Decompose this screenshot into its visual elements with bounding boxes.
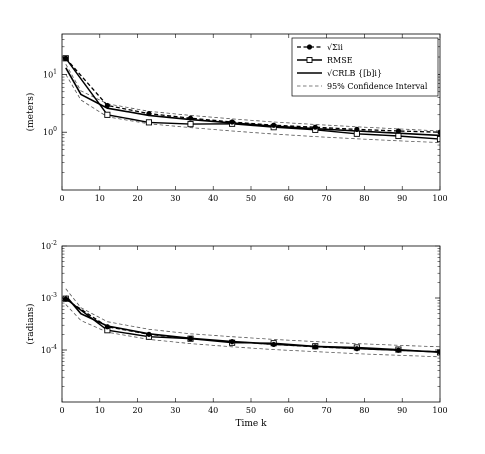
x-tick-label: 20 (133, 406, 143, 415)
x-tick-label: 90 (397, 406, 407, 415)
x-tick-label: 80 (359, 194, 369, 203)
data-point-circle (187, 336, 194, 342)
x-tick-label: 70 (322, 194, 332, 203)
data-point-circle (354, 346, 360, 352)
data-point-circle (312, 344, 318, 350)
x-tick-label: 50 (246, 406, 256, 415)
axes-frame (61, 245, 441, 403)
legend-marker-circle (306, 44, 313, 50)
series-line-5 (65, 74, 440, 143)
y-tick-label: 10-3 (41, 292, 57, 303)
x-axis-label: Time k (235, 419, 267, 429)
y-axis-label: (radians) (25, 303, 36, 344)
x-tick-label: 90 (397, 194, 407, 203)
data-point-circle (146, 110, 152, 117)
data-point-circle (395, 128, 402, 134)
data-point-square (145, 119, 152, 126)
data-layer (62, 55, 440, 143)
data-point-square (104, 111, 111, 118)
data-point-circle (395, 347, 402, 353)
data-point-circle (271, 341, 277, 348)
data-point-circle (104, 102, 110, 109)
legend-label-2: RMSE (327, 56, 353, 65)
series-line-1 (65, 298, 440, 353)
data-layer (62, 288, 440, 358)
legend: √Σii RMSE √CRLB {[b]i} 95% Confidence Inter… (291, 37, 439, 97)
y-tick-label: 10-4 (41, 344, 57, 355)
data-point-circle (229, 119, 235, 125)
data-point-circle (312, 124, 318, 130)
y-tick-label: 100 (43, 126, 57, 137)
x-tick-label: 20 (133, 194, 143, 203)
series-line-1 (65, 57, 440, 133)
y-axis-label: (meters) (25, 93, 36, 132)
x-tick-label: 30 (170, 194, 180, 203)
x-tick-label: 40 (208, 194, 218, 203)
panel-2: 10-4 10-3 10-2 0 10 20 30 40 50 60 70 80 90 100 (radia… (25, 240, 448, 429)
axes-frame (61, 33, 441, 191)
data-point-circle (187, 115, 194, 121)
data-point-circle (104, 324, 110, 330)
x-tick-label: 50 (246, 194, 256, 203)
x-tick-label: 0 (59, 194, 64, 203)
series-line-4 (65, 288, 440, 348)
data-point-circle (271, 122, 277, 128)
legend-label-1: √Σii (327, 43, 343, 52)
data-point-circle (437, 129, 440, 135)
data-point-circle (63, 296, 69, 302)
x-tick-label: 70 (322, 406, 332, 415)
series-line-5 (65, 304, 440, 358)
data-point-circle (354, 126, 360, 132)
data-point-circle (146, 331, 152, 337)
x-tick-label: 30 (170, 406, 180, 415)
x-tick-label: 40 (208, 406, 218, 415)
data-point-circle (229, 339, 235, 345)
legend-label-3: √CRLB {[b]i} (327, 69, 382, 78)
y-tick-label: 10-2 (41, 240, 57, 251)
y-tick-label: 101 (43, 68, 57, 79)
x-tick-label: 100 (432, 406, 447, 415)
x-tick-label: 60 (284, 194, 294, 203)
x-tick-label: 60 (284, 406, 294, 415)
data-point-square (187, 121, 194, 128)
data-point-square (395, 132, 402, 140)
x-tick-label: 0 (59, 406, 64, 415)
series-line-2 (65, 57, 440, 140)
x-tick-label: 80 (359, 406, 369, 415)
x-tick-label: 10 (95, 406, 105, 415)
series-line-4 (65, 64, 440, 132)
legend-label-4: 95% Confidence Interval (327, 82, 428, 91)
data-point-circle (63, 55, 69, 61)
data-point-circle (437, 349, 440, 355)
x-tick-label: 10 (95, 194, 105, 203)
x-tick-label: 100 (432, 194, 447, 203)
legend-marker-square (306, 57, 313, 63)
